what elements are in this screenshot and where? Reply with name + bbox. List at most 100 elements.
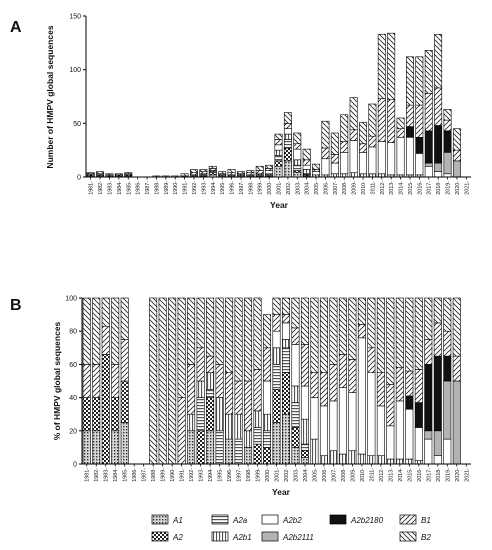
x-tick-label-a: 2016-	[417, 181, 423, 195]
bar-b-B1-2005	[310, 372, 319, 398]
bar-a-A2a-2002	[283, 139, 292, 149]
bar-b-A2b2-2019	[443, 438, 452, 465]
x-tick-label-b: 1990-	[170, 468, 176, 482]
x-tick-label-a: 2010-	[361, 181, 367, 195]
bar-b-A2b2111-2020	[452, 380, 461, 465]
bar-a-B2-2013	[387, 32, 396, 101]
bar-a-B1-2020	[452, 149, 461, 162]
bar-b-A2b2111-2017	[424, 430, 433, 440]
x-tick-label-a: 2011-	[370, 181, 376, 195]
panel-a-y-ticks: 0 50 100 150	[69, 14, 86, 182]
bar-b-A2b2180-2018	[433, 355, 442, 432]
bar-a-A2a-2001	[274, 155, 283, 162]
bar-b-B2-1997	[234, 297, 243, 382]
bar-b-B2-2017	[424, 297, 433, 340]
x-tick-label-b: 2013-	[388, 468, 394, 482]
bar-b-A2-1999	[253, 443, 262, 465]
bar-a-B2-2014	[396, 117, 405, 130]
legend-swatch-A2b2	[261, 514, 279, 525]
bar-a-B2-2005	[312, 163, 321, 170]
bar-b-A1-1996	[225, 438, 234, 465]
bar-a-B1-2015	[405, 104, 414, 127]
bar-a-B2-2017	[424, 50, 433, 94]
bar-b-A2b2-2012	[376, 405, 385, 456]
x-tick-label-b: 2001-	[275, 468, 281, 482]
bar-b-B1-1999	[253, 369, 262, 412]
bar-b-A2b1-1995	[215, 397, 224, 432]
bar-a-B2-1991	[180, 173, 189, 177]
bar-a-A2b2-2002	[283, 128, 292, 135]
x-tick-label-a: 2019-	[446, 181, 452, 195]
bar-a-A2b2-2018	[434, 171, 443, 178]
x-tick-label-a: 2007-	[333, 181, 339, 195]
y-tick-label-b: 80	[69, 329, 77, 336]
x-tick-label-a: 1995-	[220, 181, 226, 195]
bar-b-A2a-2002	[281, 347, 290, 373]
x-tick-label-a: 1987-	[145, 181, 151, 195]
bar-a-B1-2002	[283, 123, 292, 130]
bar-b-A2b2-2005	[310, 397, 319, 440]
bar-a-A2b2-2009	[349, 140, 358, 174]
bar-a-B2-2012	[377, 33, 386, 99]
bar-b-A1-1998	[244, 447, 253, 465]
bar-a-A2b2-2016	[415, 153, 424, 176]
bar-a-B1-2018	[434, 87, 443, 126]
bar-b-B2-1990	[168, 297, 177, 465]
legend-swatch-B2	[399, 531, 417, 542]
bar-a-B1-2019	[443, 119, 452, 132]
bar-a-B2-2002	[283, 112, 292, 124]
bar-a-A2b2-2001	[274, 144, 283, 151]
bar-a-B1-2007	[330, 154, 339, 164]
x-tick-label-b: 2005-	[312, 468, 318, 482]
bar-b-A2b2-2008	[338, 387, 347, 455]
x-tick-label-a: 2012-	[380, 181, 386, 195]
bar-b-A2b2-2014	[395, 400, 404, 460]
bar-b-B2-1994	[206, 297, 215, 357]
bar-a-B2-1994	[208, 165, 217, 169]
bar-a-A2b1-2003	[293, 159, 302, 166]
bar-b-B2-2002	[281, 297, 290, 315]
bar-b-B1-2007	[329, 364, 338, 402]
bar-b-A1-2004	[300, 457, 309, 465]
bar-a-B2-1993	[199, 169, 208, 172]
bar-a-B2-1981	[86, 172, 95, 175]
bar-a-A1-2003	[293, 172, 302, 178]
bar-b-B1-2009	[348, 359, 357, 393]
bar-b-B1-2015	[405, 370, 414, 397]
panel-a-x-ticks: 1981- 1982- 1983- 1984- 1985- 1986- 1987- 1988-…	[89, 177, 470, 195]
bar-a-B1-2004	[302, 159, 311, 166]
bar-a-B1-1984	[114, 173, 123, 176]
bar-a-A2b2180-2018	[434, 125, 443, 164]
bar-a-A1-2002	[283, 160, 292, 178]
bar-b-A2b1-1997	[234, 413, 243, 440]
x-tick-label-b: 2019-	[445, 468, 451, 482]
bar-b-A2b2-2017	[424, 438, 433, 465]
x-tick-label-b: 1991-	[180, 468, 186, 482]
bar-a-A2b2-2003	[293, 148, 302, 161]
bar-b-B1-2011	[367, 347, 376, 373]
legend-label-A2a: A2a	[232, 516, 248, 525]
bar-b-B1-2004	[300, 344, 309, 387]
bar-b-A2b2-2003	[291, 344, 300, 387]
bar-b-A2a-1993	[196, 397, 205, 432]
bar-b-B1-1982	[92, 364, 101, 398]
panel-b-y-ticks: 0 20 40 60 80 100	[65, 296, 82, 469]
bar-b-A2b2-2002	[281, 322, 290, 340]
bar-b-A2-2003	[291, 427, 300, 448]
x-tick-label-b: 2012-	[379, 468, 385, 482]
legend-label-B2: B2	[421, 533, 431, 542]
bar-b-A2-2001	[272, 388, 281, 423]
bar-b-A2a-1997	[234, 438, 243, 465]
bar-a-A2b2-2006	[321, 158, 330, 176]
bar-a-B2-2010	[359, 121, 367, 145]
x-tick-label-b: 2017-	[426, 468, 432, 482]
bar-b-A2-1982	[92, 397, 101, 432]
x-tick-label-a: 1989-	[164, 181, 170, 195]
bar-b-A1-1982	[92, 430, 101, 465]
x-tick-label-b: 2011-	[369, 468, 375, 482]
bar-b-A2-1985	[120, 380, 129, 423]
bar-b-A1-1994	[206, 430, 215, 465]
x-tick-label-a: 1996-	[230, 181, 236, 195]
bar-a-A2b2-2005	[312, 171, 321, 176]
